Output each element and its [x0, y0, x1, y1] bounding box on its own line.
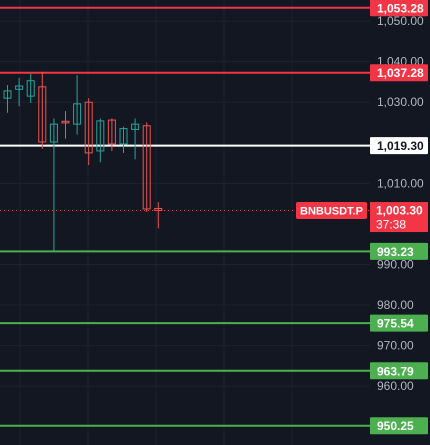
candle[interactable]	[49, 118, 58, 252]
level-tag	[370, 417, 428, 435]
candles[interactable]	[3, 71, 163, 252]
candle-body-up	[96, 120, 105, 152]
countdown-label: 37:38	[376, 218, 406, 232]
candle[interactable]	[96, 118, 105, 163]
candle[interactable]	[38, 71, 47, 149]
candle-body-up	[3, 90, 12, 99]
symbol-label: BNBUSDT.P	[300, 206, 363, 218]
candle[interactable]	[107, 118, 116, 151]
last-price-tag	[370, 202, 428, 233]
level-tag	[370, 0, 428, 17]
candle[interactable]	[142, 122, 151, 212]
candle-body-down	[107, 119, 116, 145]
y-tick-label: 960.00	[377, 379, 414, 393]
candle[interactable]	[119, 126, 128, 153]
candle[interactable]	[3, 85, 12, 113]
candle-body-up	[119, 128, 128, 145]
y-tick-label: 980.00	[377, 298, 414, 312]
candle[interactable]	[15, 77, 24, 107]
horizontal-levels[interactable]: 1,053.28 1,037.28 1,019.30 993.23 975.54 963.…	[0, 0, 428, 435]
candle-body-up	[15, 85, 24, 90]
candle-body-up	[73, 103, 82, 125]
candle-body-up	[26, 80, 35, 97]
level-label: 1,019.30	[377, 139, 424, 153]
level-label: 1,053.28	[377, 1, 424, 15]
level-tag	[370, 362, 428, 380]
candle-body-up	[131, 123, 140, 130]
candle[interactable]	[131, 118, 140, 160]
candle-body-down	[84, 101, 93, 154]
y-tick-label: 1,030.00	[377, 95, 424, 109]
level-label: 993.23	[377, 245, 414, 259]
candle-body-down	[61, 120, 70, 124]
candle[interactable]	[154, 202, 163, 229]
last-price-marker: BNBUSDT.P 1,003.30 37:38	[0, 202, 428, 233]
price-axis[interactable]: 1,050.001,040.001,030.001,010.00990.0098…	[377, 14, 424, 393]
y-tick-label: 990.00	[377, 257, 414, 271]
candle-body-down	[38, 86, 47, 143]
level-tag	[370, 242, 428, 260]
symbol-tag	[296, 202, 367, 220]
candle-body-up	[49, 123, 58, 143]
level-tag	[370, 314, 428, 332]
level-label: 950.25	[377, 419, 414, 433]
level-label: 975.54	[377, 317, 414, 331]
y-tick-label: 1,010.00	[377, 176, 424, 190]
level-tag	[370, 64, 428, 82]
candle[interactable]	[61, 111, 70, 139]
last-price-label: 1,003.30	[376, 204, 423, 218]
candle[interactable]	[73, 75, 82, 135]
candle-body-down	[154, 208, 163, 212]
level-label: 963.79	[377, 364, 414, 378]
level-label: 1,037.28	[377, 66, 424, 80]
candle[interactable]	[84, 98, 93, 166]
level-tag	[370, 137, 428, 155]
y-tick-label: 1,050.00	[377, 14, 424, 28]
candle-body-down	[142, 125, 151, 210]
candle[interactable]	[26, 73, 35, 104]
y-tick-label: 970.00	[377, 339, 414, 353]
